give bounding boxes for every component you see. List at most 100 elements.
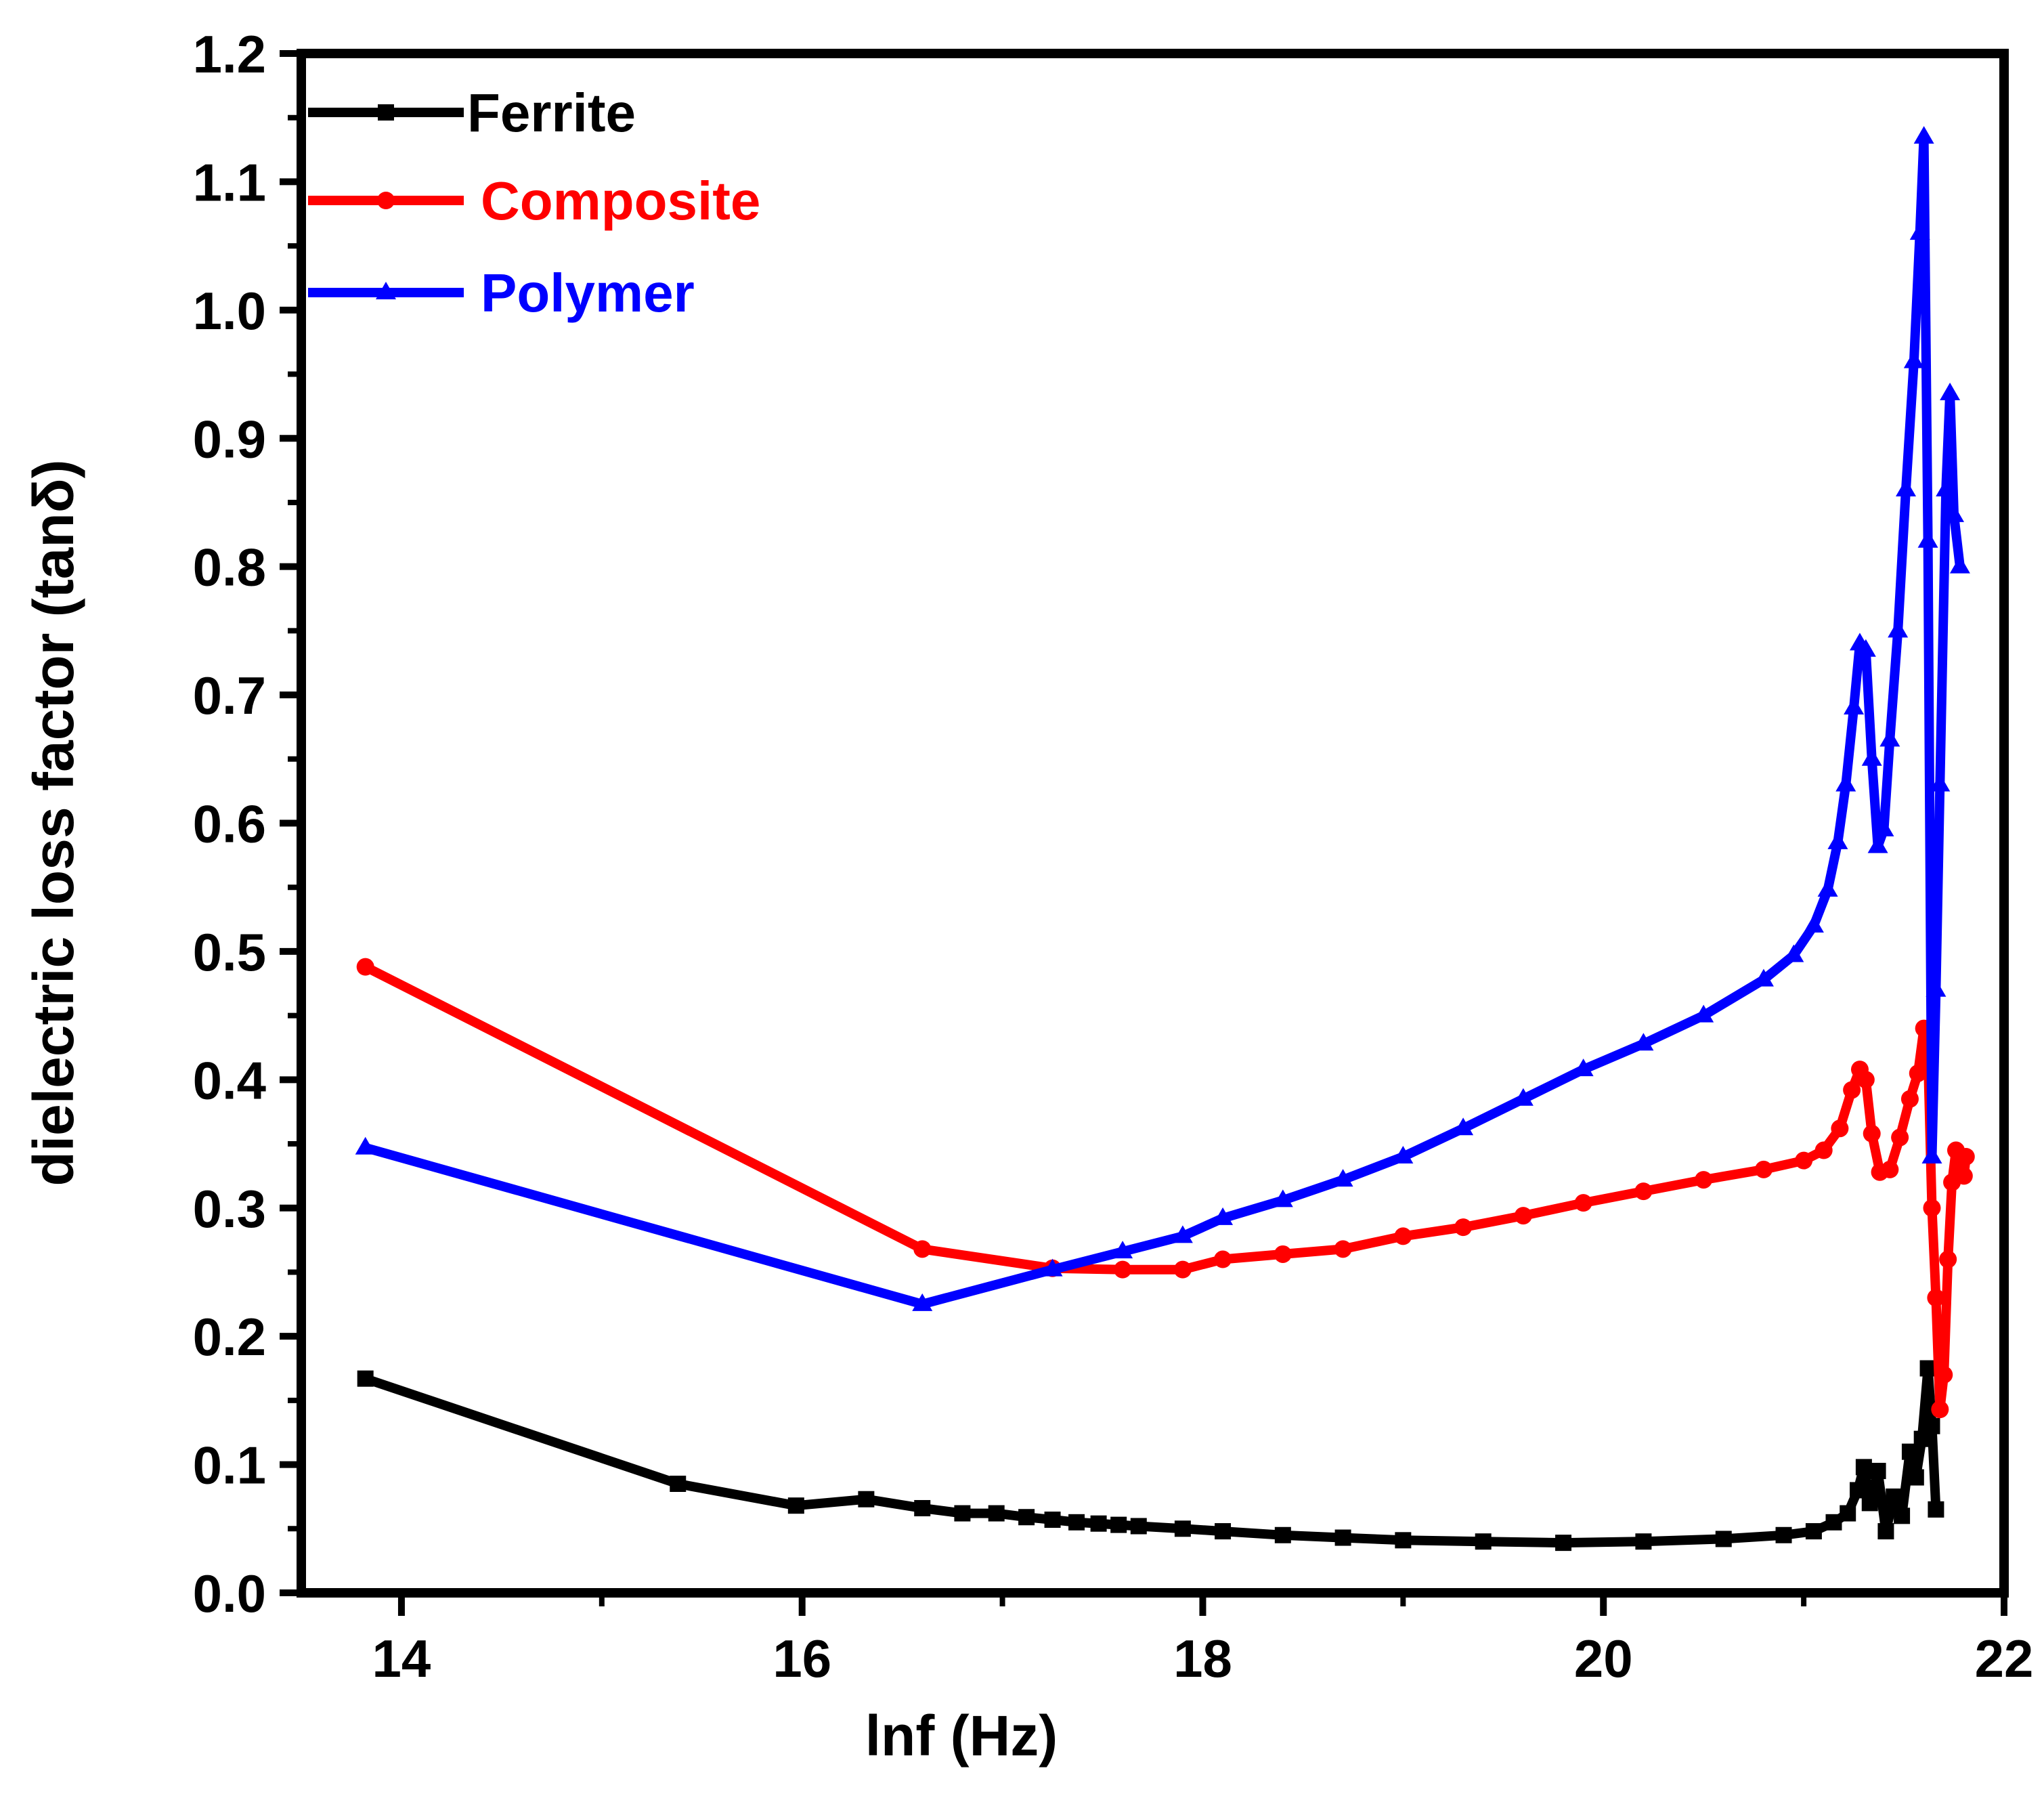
data-point-composite-24 — [1891, 1128, 1909, 1147]
data-point-composite-30 — [1927, 1289, 1945, 1307]
series-ferrite — [357, 1360, 1944, 1552]
data-point-composite-38 — [1957, 1147, 1975, 1166]
data-point-polymer-18 — [1827, 831, 1848, 849]
y-tick-label-3: 0.3 — [193, 1179, 266, 1239]
y-tick-label-10: 1.0 — [193, 281, 266, 341]
data-point-composite-33 — [1939, 1250, 1957, 1268]
legend-marker-composite — [377, 192, 395, 209]
data-point-composite-31 — [1931, 1401, 1949, 1419]
x-tick-label-2: 18 — [1173, 1629, 1232, 1688]
data-point-ferrite-2 — [787, 1497, 804, 1514]
data-point-composite-12 — [1634, 1182, 1653, 1201]
data-point-ferrite-16 — [1334, 1529, 1351, 1546]
data-point-composite-1 — [913, 1240, 932, 1258]
data-point-ferrite-19 — [1555, 1535, 1572, 1552]
data-point-ferrite-24 — [1825, 1514, 1842, 1531]
y-tick-label-2: 0.2 — [193, 1307, 266, 1367]
y-tick-label-0: 0.0 — [193, 1564, 266, 1623]
data-point-composite-23 — [1881, 1160, 1899, 1178]
data-point-composite-4 — [1173, 1260, 1192, 1279]
y-axis-title: dielectric loss factor (tanδ) — [22, 459, 85, 1186]
series-line-polymer — [364, 132, 1965, 1309]
x-tick-label-0: 14 — [372, 1629, 431, 1688]
data-point-ferrite-0 — [357, 1370, 374, 1387]
data-point-polymer-26 — [1879, 729, 1900, 747]
data-point-polymer-16 — [1803, 915, 1824, 933]
data-point-ferrite-14 — [1215, 1523, 1232, 1540]
data-point-ferrite-38 — [1928, 1501, 1944, 1518]
data-point-polymer-9 — [1453, 1117, 1474, 1136]
data-point-polymer-30 — [1909, 222, 1930, 240]
legend-label-composite: Composite — [481, 171, 760, 231]
legend-item-composite: Composite — [308, 171, 760, 231]
data-point-ferrite-4 — [914, 1499, 931, 1516]
data-point-ferrite-1 — [670, 1475, 687, 1492]
data-point-composite-15 — [1795, 1151, 1813, 1170]
data-point-polymer-38 — [1944, 504, 1965, 522]
data-point-polymer-8 — [1393, 1145, 1414, 1163]
legend-marker-ferrite — [378, 104, 394, 121]
data-point-polymer-20 — [1844, 697, 1865, 715]
legend: Ferrite Composite Polymer — [308, 83, 760, 323]
data-point-ferrite-17 — [1395, 1532, 1412, 1549]
data-point-polymer-1 — [912, 1293, 933, 1311]
data-point-composite-18 — [1843, 1081, 1861, 1099]
data-point-composite-17 — [1831, 1119, 1849, 1138]
data-point-ferrite-11 — [1110, 1516, 1127, 1533]
data-point-polymer-33 — [1921, 1145, 1942, 1163]
data-point-ferrite-29 — [1869, 1463, 1886, 1480]
data-point-ferrite-8 — [1044, 1512, 1061, 1528]
data-point-composite-7 — [1334, 1240, 1352, 1258]
data-point-polymer-2 — [1042, 1258, 1063, 1277]
data-point-ferrite-3 — [858, 1491, 875, 1508]
x-axis-title: lnf (Hz) — [865, 1704, 1058, 1768]
data-point-polymer-4 — [1172, 1225, 1193, 1243]
data-point-polymer-13 — [1693, 1004, 1714, 1023]
data-point-composite-11 — [1574, 1194, 1592, 1212]
data-point-ferrite-36 — [1919, 1360, 1936, 1377]
data-point-polymer-31 — [1913, 126, 1934, 144]
data-point-composite-8 — [1394, 1227, 1412, 1245]
y-tick-label-9: 0.9 — [193, 409, 266, 469]
data-point-polymer-11 — [1573, 1059, 1594, 1077]
data-point-polymer-3 — [1112, 1241, 1133, 1259]
data-point-ferrite-31 — [1886, 1488, 1902, 1505]
data-point-polymer-6 — [1272, 1189, 1293, 1207]
data-point-ferrite-30 — [1877, 1523, 1894, 1540]
data-point-composite-25 — [1900, 1090, 1919, 1108]
data-point-ferrite-28 — [1861, 1495, 1878, 1512]
data-point-ferrite-13 — [1174, 1520, 1191, 1537]
data-point-polymer-19 — [1835, 773, 1856, 792]
x-tick-label-4: 22 — [1975, 1629, 2034, 1688]
data-point-polymer-32 — [1917, 530, 1938, 548]
data-point-ferrite-15 — [1274, 1526, 1291, 1543]
data-point-composite-10 — [1514, 1207, 1532, 1225]
data-point-composite-13 — [1695, 1171, 1713, 1189]
y-tick-label-11: 1.1 — [193, 152, 266, 212]
data-point-ferrite-34 — [1907, 1469, 1924, 1486]
data-point-ferrite-6 — [988, 1505, 1005, 1522]
y-tick-label-8: 0.8 — [193, 538, 266, 597]
data-point-polymer-27 — [1888, 620, 1909, 638]
data-point-ferrite-23 — [1805, 1523, 1822, 1540]
y-tick-label-4: 0.4 — [193, 1050, 266, 1110]
data-point-polymer-15 — [1783, 944, 1804, 962]
axis-ticks — [280, 50, 2007, 1616]
data-point-composite-20 — [1856, 1071, 1875, 1089]
data-point-composite-6 — [1274, 1245, 1292, 1263]
data-point-polymer-39 — [1949, 555, 1970, 574]
data-point-composite-29 — [1923, 1199, 1941, 1217]
data-point-ferrite-12 — [1130, 1518, 1147, 1535]
data-point-ferrite-27 — [1855, 1459, 1872, 1476]
axis-tick-labels: 14 16 18 20 22 0.0 0.1 0.2 0.3 0.4 0.5 0.6 0.7 0.8 0.9… — [193, 24, 2034, 1688]
data-point-composite-0 — [356, 958, 374, 976]
data-point-ferrite-32 — [1894, 1508, 1911, 1524]
legend-item-polymer: Polymer — [308, 263, 695, 323]
legend-marker-polymer — [376, 282, 396, 299]
data-point-composite-5 — [1214, 1250, 1232, 1268]
data-point-composite-26 — [1909, 1064, 1927, 1082]
x-tick-label-3: 20 — [1574, 1629, 1633, 1688]
data-point-polymer-17 — [1817, 878, 1838, 897]
data-point-polymer-24 — [1867, 835, 1888, 853]
data-point-polymer-10 — [1513, 1088, 1534, 1106]
